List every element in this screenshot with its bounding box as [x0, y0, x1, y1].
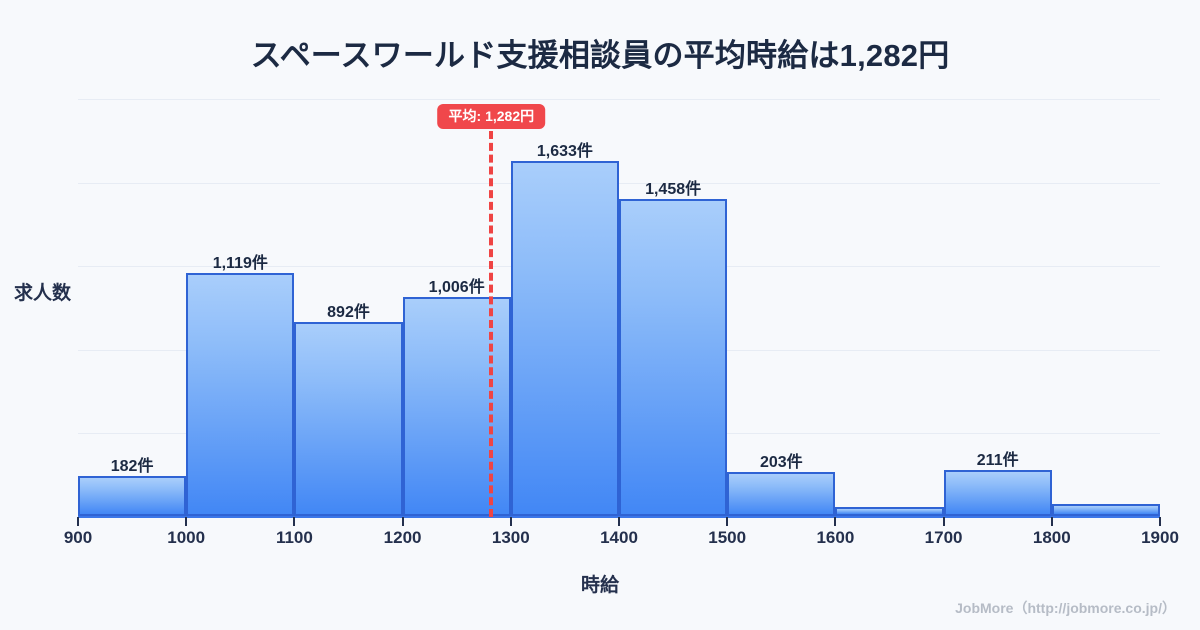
- histogram-bar[interactable]: [294, 321, 403, 516]
- x-axis-tick: [293, 517, 296, 526]
- gridline: [78, 182, 1160, 184]
- x-axis-tick: [77, 517, 79, 526]
- x-axis-tick-label: 1400: [600, 528, 638, 547]
- bar-value-label: 1,633件: [536, 142, 593, 160]
- x-axis-tick-label: 1800: [1032, 528, 1071, 547]
- bar-value-label: 1,006件: [428, 279, 485, 297]
- x-axis-tick: [834, 517, 837, 526]
- average-badge: 平均: 1,282円: [437, 104, 546, 129]
- x-axis-line: [78, 515, 1160, 518]
- x-axis-tick: [509, 517, 512, 526]
- bar-value-label: 892件: [327, 303, 370, 321]
- average-line: [489, 131, 494, 517]
- x-axis-title: 時給: [580, 575, 619, 596]
- histogram-bar[interactable]: [510, 160, 619, 516]
- bar-value-label: 1,458件: [645, 180, 702, 198]
- x-axis-tick: [401, 517, 404, 526]
- histogram-bar[interactable]: [943, 470, 1052, 516]
- x-axis-tick-label: 900: [63, 528, 93, 547]
- x-axis-tick-label: 1100: [275, 528, 313, 547]
- x-axis-tick: [185, 517, 188, 526]
- histogram-bar[interactable]: [186, 272, 295, 516]
- page-title: スペースワールド支援相談員の平均時給は1,282円: [250, 38, 950, 73]
- histogram-bar[interactable]: [727, 471, 836, 516]
- x-axis-tick-label: 1600: [816, 528, 855, 547]
- bar-value-label: 182件: [110, 458, 154, 476]
- histogram-bar[interactable]: [402, 297, 511, 516]
- x-axis-tick: [726, 517, 729, 526]
- x-axis-tick-label: 1500: [708, 528, 747, 547]
- x-axis-tick: [1159, 517, 1161, 526]
- bar-value-label: 211件: [976, 452, 1019, 470]
- histogram-bar[interactable]: [835, 507, 944, 516]
- histogram-bar[interactable]: [78, 476, 187, 516]
- histogram-bar[interactable]: [1051, 504, 1160, 516]
- gridline: [78, 99, 1160, 100]
- x-axis-tick: [1050, 517, 1053, 526]
- y-axis-title: 求人数: [14, 283, 72, 304]
- x-axis-tick-label: 1000: [167, 528, 206, 547]
- x-axis-tick-label: 1300: [491, 528, 530, 547]
- x-axis-tick: [942, 517, 945, 526]
- x-axis-tick-label: 1900: [1141, 528, 1179, 547]
- x-axis-tick: [618, 517, 620, 526]
- bar-value-label: 1,119件: [212, 254, 268, 272]
- x-axis-tick-label: 1700: [924, 528, 963, 547]
- bar-value-label: 203件: [759, 453, 803, 471]
- x-axis-tick-label: 1200: [383, 528, 422, 547]
- histogram-bar[interactable]: [619, 198, 728, 516]
- source-watermark: JobMore（http://jobmore.co.jp/）: [955, 600, 1176, 616]
